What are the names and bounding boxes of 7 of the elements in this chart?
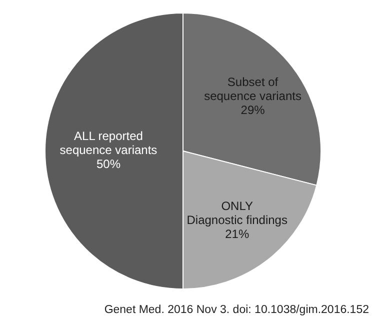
slice-label: ONLY Diagnostic findings [186,198,288,227]
slice-label: ALL reported sequence variants [60,129,158,158]
data-label: 21% [225,226,250,241]
text: Genet Med. 2016 Nov 3. doi: 10.1038/gim.2016.152 [104,304,369,316]
slice-label: Subset of sequence variants [204,75,302,104]
data-label: 50% [96,157,121,172]
data-label: 29% [240,103,266,118]
